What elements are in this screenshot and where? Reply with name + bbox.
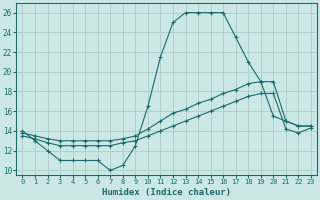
X-axis label: Humidex (Indice chaleur): Humidex (Indice chaleur) [102, 188, 231, 197]
